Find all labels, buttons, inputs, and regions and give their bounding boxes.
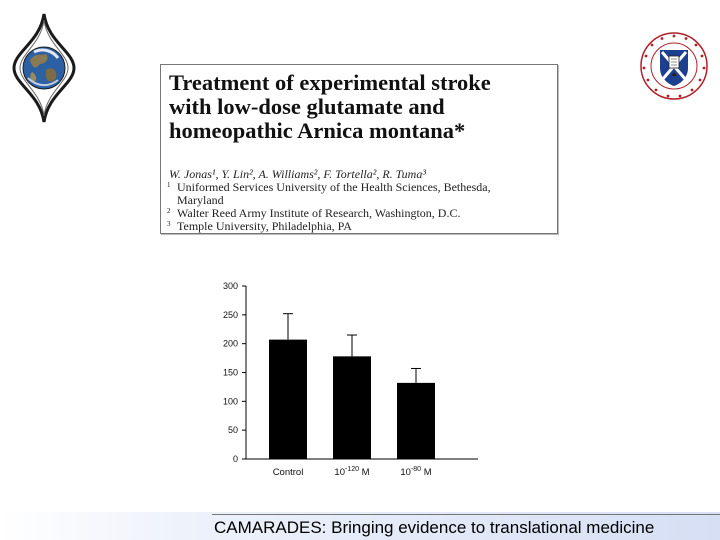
y-tick-label: 200 — [223, 339, 238, 349]
affiliation-item: 2 Walter Reed Army Institute of Research… — [167, 207, 553, 220]
paper-title: Treatment of experimental stroke with lo… — [169, 70, 491, 143]
globe-logo — [12, 13, 76, 123]
x-tick-label: 10-80 M — [400, 466, 431, 478]
bar-chart: 0 50 100 150 200 250 300 Control 10-120 M 10-80 M — [223, 281, 478, 478]
affiliation-item: Maryland — [167, 194, 553, 207]
affiliation-number: 2 — [167, 207, 171, 215]
affiliation-list: 1 Uniformed Services University of the H… — [167, 181, 553, 233]
bar — [269, 339, 307, 459]
footer-bar — [0, 512, 720, 540]
y-tick-label: 250 — [223, 310, 238, 320]
x-tick-label: 10-120 M — [334, 466, 369, 478]
affiliation-number — [167, 194, 177, 207]
paper-authors: W. Jonas¹, Y. Lin², A. Williams², F. Tor… — [169, 167, 426, 181]
y-tick-label: 150 — [223, 368, 238, 378]
y-tick-label: 300 — [223, 281, 238, 291]
x-tick-label: Control — [273, 467, 304, 478]
affiliation-text: Uniformed Services University of the Hea… — [177, 180, 491, 194]
affiliation-text: Temple University, Philadelphia, PA — [177, 219, 352, 233]
affiliation-item: 3 Temple University, Philadelphia, PA — [167, 220, 553, 233]
affiliation-number: 3 — [167, 220, 171, 228]
y-tick-label: 50 — [228, 425, 238, 435]
bar — [397, 382, 435, 459]
footer-tagline: CAMARADES: Bringing evidence to translat… — [214, 518, 655, 537]
paper-title-card: Treatment of experimental stroke with lo… — [160, 64, 558, 234]
y-tick-label: 0 — [233, 454, 238, 464]
y-tick-label: 100 — [223, 396, 238, 406]
university-seal-logo — [640, 32, 708, 100]
footer-divider — [212, 514, 720, 515]
affiliation-item: 1 Uniformed Services University of the H… — [167, 181, 553, 194]
affiliation-text: Walter Reed Army Institute of Research, … — [177, 206, 461, 220]
affiliation-number: 1 — [167, 181, 171, 189]
affiliation-text: Maryland — [177, 193, 224, 207]
bar — [333, 356, 371, 459]
